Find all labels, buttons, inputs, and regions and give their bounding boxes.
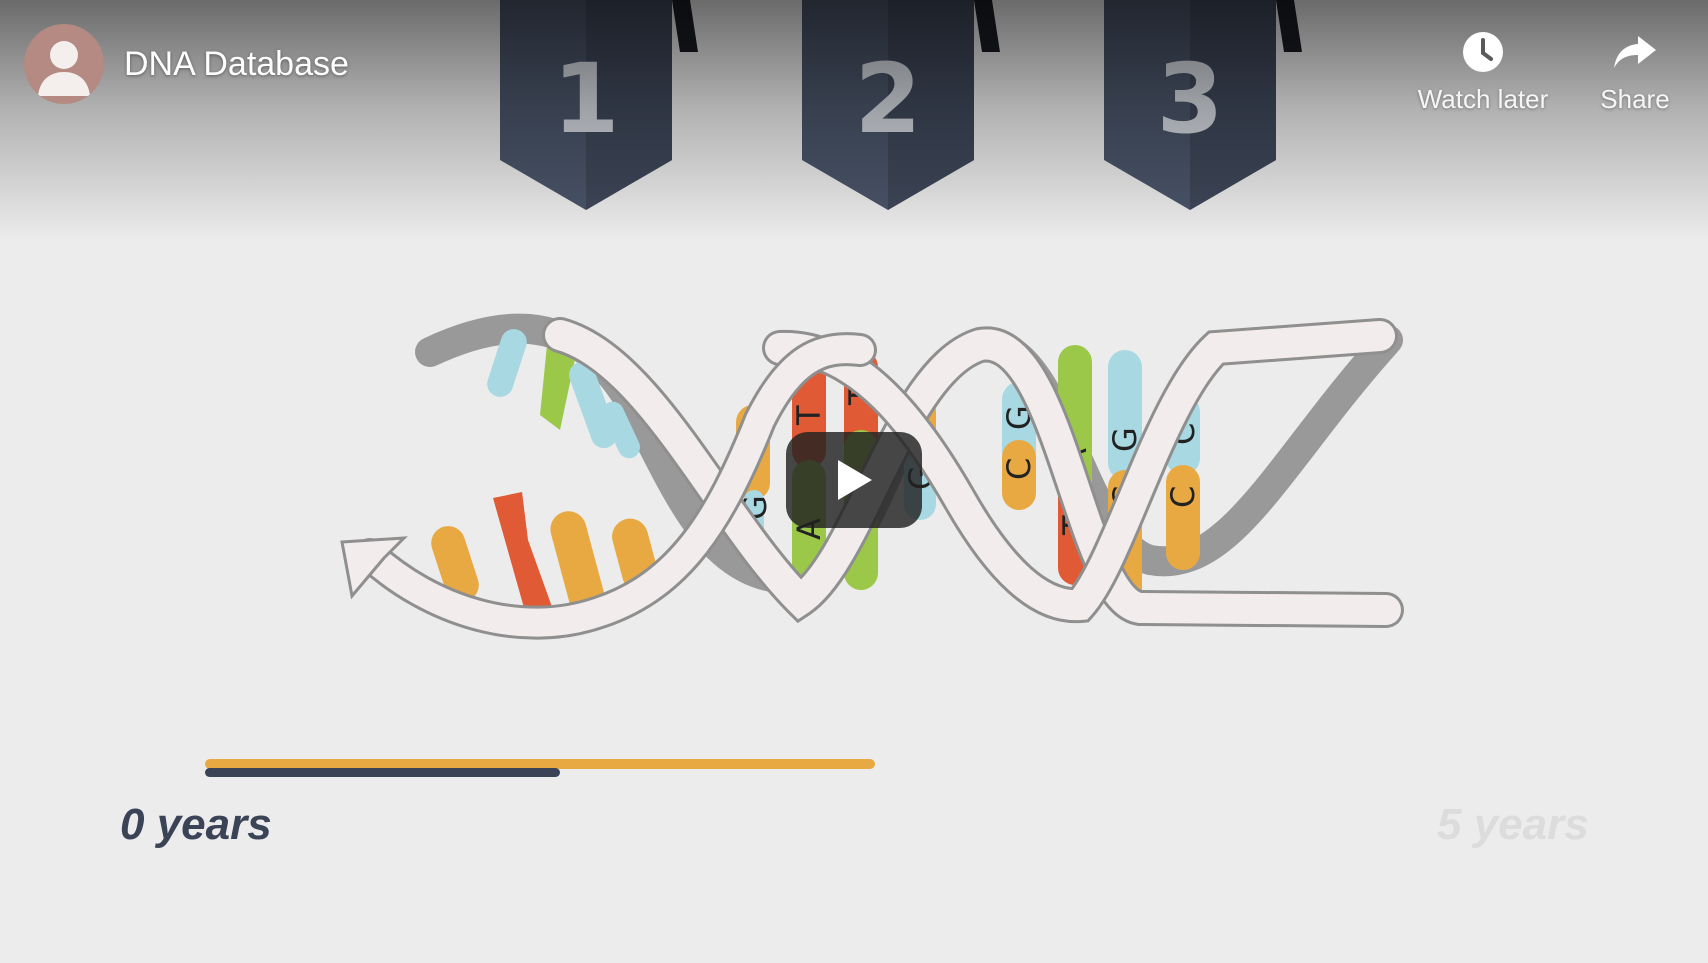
timeline-progress — [205, 768, 560, 777]
channel-avatar[interactable] — [24, 24, 104, 104]
dna-letter: C — [1000, 458, 1038, 480]
watch-later-label: Watch later — [1417, 84, 1549, 114]
clock-icon — [1463, 32, 1503, 72]
timeline-end-label: 5 years — [1437, 800, 1589, 849]
dna-letter: C — [1164, 486, 1202, 508]
avatar-icon — [38, 41, 90, 96]
play-button[interactable] — [786, 432, 922, 528]
share-button[interactable]: Share — [1585, 28, 1685, 115]
play-icon — [838, 460, 872, 500]
video-title[interactable]: DNA Database — [124, 45, 349, 83]
share-arrow-icon — [1614, 36, 1656, 68]
share-label: Share — [1600, 84, 1670, 114]
video-header: DNA Database Watch later Share — [0, 0, 1708, 140]
watch-later-button[interactable]: Watch later — [1408, 28, 1558, 115]
timeline-bar — [205, 759, 875, 769]
timeline-start-label: 0 years — [120, 800, 272, 849]
dna-letter: T — [790, 405, 828, 426]
